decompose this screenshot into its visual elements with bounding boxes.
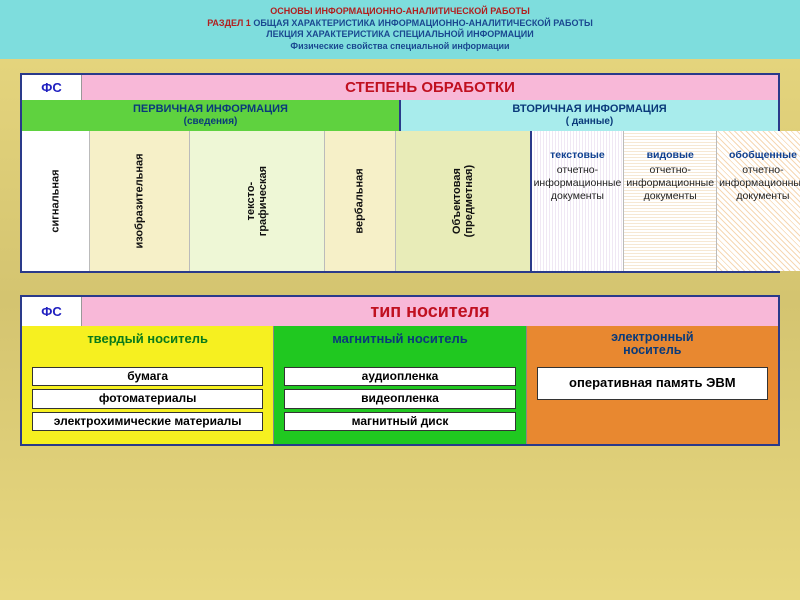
secondary-item-0-body: отчетно-информационные документы xyxy=(534,164,622,202)
primary-sublabel: (сведения) xyxy=(184,116,238,127)
secondary-item-0-title: текстовые xyxy=(534,149,622,162)
primary-item-2-label: тексто- графическая xyxy=(245,136,269,266)
fs-label-2: ФС xyxy=(22,297,82,326)
block2-subheader-row: твердый носитель магнитный носитель элек… xyxy=(22,326,778,360)
primary-info-header: ПЕРВИЧНАЯ ИНФОРМАЦИЯ (сведения) xyxy=(22,100,401,131)
secondary-info-header: ВТОРИЧНАЯ ИНФОРМАЦИЯ ( данные) xyxy=(401,100,778,131)
header-line2-main: ОБЩАЯ ХАРАКТЕРИСТИКА ИНФОРМАЦИОННО-АНАЛИ… xyxy=(253,18,592,28)
block1-title: СТЕПЕНЬ ОБРАБОТКИ xyxy=(82,75,778,100)
carrier-col-1-header: магнитный носитель xyxy=(274,326,526,360)
carrier-col-0: бумага фотоматериалы электрохимические м… xyxy=(22,360,274,444)
primary-item-3: вербальная xyxy=(325,131,395,271)
primary-item-4-label: Объектовая (предметная) xyxy=(450,136,474,266)
secondary-item-1-body: отчетно-информационные документы xyxy=(626,164,714,202)
primary-item-3-label: вербальная xyxy=(354,168,366,233)
secondary-item-1-title: видовые xyxy=(626,149,714,162)
header-line1: ОСНОВЫ ИНФОРМАЦИОННО-АНАЛИТИЧЕСКОЙ РАБОТ… xyxy=(10,6,790,18)
header-line4: Физические свойства специальной информац… xyxy=(10,41,790,53)
carrier-2-item-0: оперативная память ЭВМ xyxy=(537,367,768,399)
secondary-items: текстовые отчетно-информационные докумен… xyxy=(532,131,800,271)
carrier-0-item-2: электрохимические материалы xyxy=(32,412,263,431)
block-carrier-type: ФС тип носителя твердый носитель магнитн… xyxy=(20,295,780,446)
header-line2: РАЗДЕЛ 1 ОБЩАЯ ХАРАКТЕРИСТИКА ИНФОРМАЦИО… xyxy=(10,18,790,30)
carrier-1-item-2: магнитный диск xyxy=(284,412,515,431)
primary-item-1: изобразительная xyxy=(90,131,190,271)
carrier-col-2-header: электронный носитель xyxy=(527,326,778,360)
carrier-1-item-1: видеопленка xyxy=(284,389,515,408)
secondary-item-1: видовые отчетно-информационные документы xyxy=(623,131,716,271)
primary-item-1-label: изобразительная xyxy=(134,153,146,248)
carrier-col-0-header: твердый носитель xyxy=(22,326,274,360)
block1-title-row: ФС СТЕПЕНЬ ОБРАБОТКИ xyxy=(22,75,778,100)
block1-content: сигнальная изобразительная тексто- графи… xyxy=(22,131,778,271)
carrier-1-item-0: аудиопленка xyxy=(284,367,515,386)
primary-label: ПЕРВИЧНАЯ ИНФОРМАЦИЯ xyxy=(133,103,288,115)
carrier-0-item-1: фотоматериалы xyxy=(32,389,263,408)
block2-content: бумага фотоматериалы электрохимические м… xyxy=(22,360,778,444)
secondary-item-0: текстовые отчетно-информационные докумен… xyxy=(532,131,624,271)
primary-items: сигнальная изобразительная тексто- графи… xyxy=(22,131,532,271)
primary-item-0-label: сигнальная xyxy=(50,169,62,232)
carrier-0-item-0: бумага xyxy=(32,367,263,386)
primary-item-4: Объектовая (предметная) xyxy=(396,131,530,271)
secondary-sublabel: ( данные) xyxy=(566,116,614,127)
block2-title: тип носителя xyxy=(82,297,778,326)
secondary-item-2: обобщенные отчетно-информационные докуме… xyxy=(716,131,800,271)
primary-item-2: тексто- графическая xyxy=(190,131,325,271)
secondary-label: ВТОРИЧНАЯ ИНФОРМАЦИЯ xyxy=(512,103,666,115)
block2-title-row: ФС тип носителя xyxy=(22,297,778,326)
secondary-item-2-title: обобщенные xyxy=(719,149,800,162)
carrier-col-2: оперативная память ЭВМ xyxy=(527,360,778,444)
carrier-col-1: аудиопленка видеопленка магнитный диск xyxy=(274,360,526,444)
header-line3: ЛЕКЦИЯ ХАРАКТЕРИСТИКА СПЕЦИАЛЬНОЙ ИНФОРМ… xyxy=(10,29,790,41)
block1-subheader-row: ПЕРВИЧНАЯ ИНФОРМАЦИЯ (сведения) ВТОРИЧНА… xyxy=(22,100,778,131)
header-line2-prefix: РАЗДЕЛ 1 xyxy=(207,18,253,28)
header-banner: ОСНОВЫ ИНФОРМАЦИОННО-АНАЛИТИЧЕСКОЙ РАБОТ… xyxy=(0,0,800,59)
primary-item-0: сигнальная xyxy=(22,131,90,271)
block-processing-degree: ФС СТЕПЕНЬ ОБРАБОТКИ ПЕРВИЧНАЯ ИНФОРМАЦИ… xyxy=(20,73,780,273)
secondary-item-2-body: отчетно-информационные документы xyxy=(719,164,800,202)
fs-label-1: ФС xyxy=(22,75,82,100)
